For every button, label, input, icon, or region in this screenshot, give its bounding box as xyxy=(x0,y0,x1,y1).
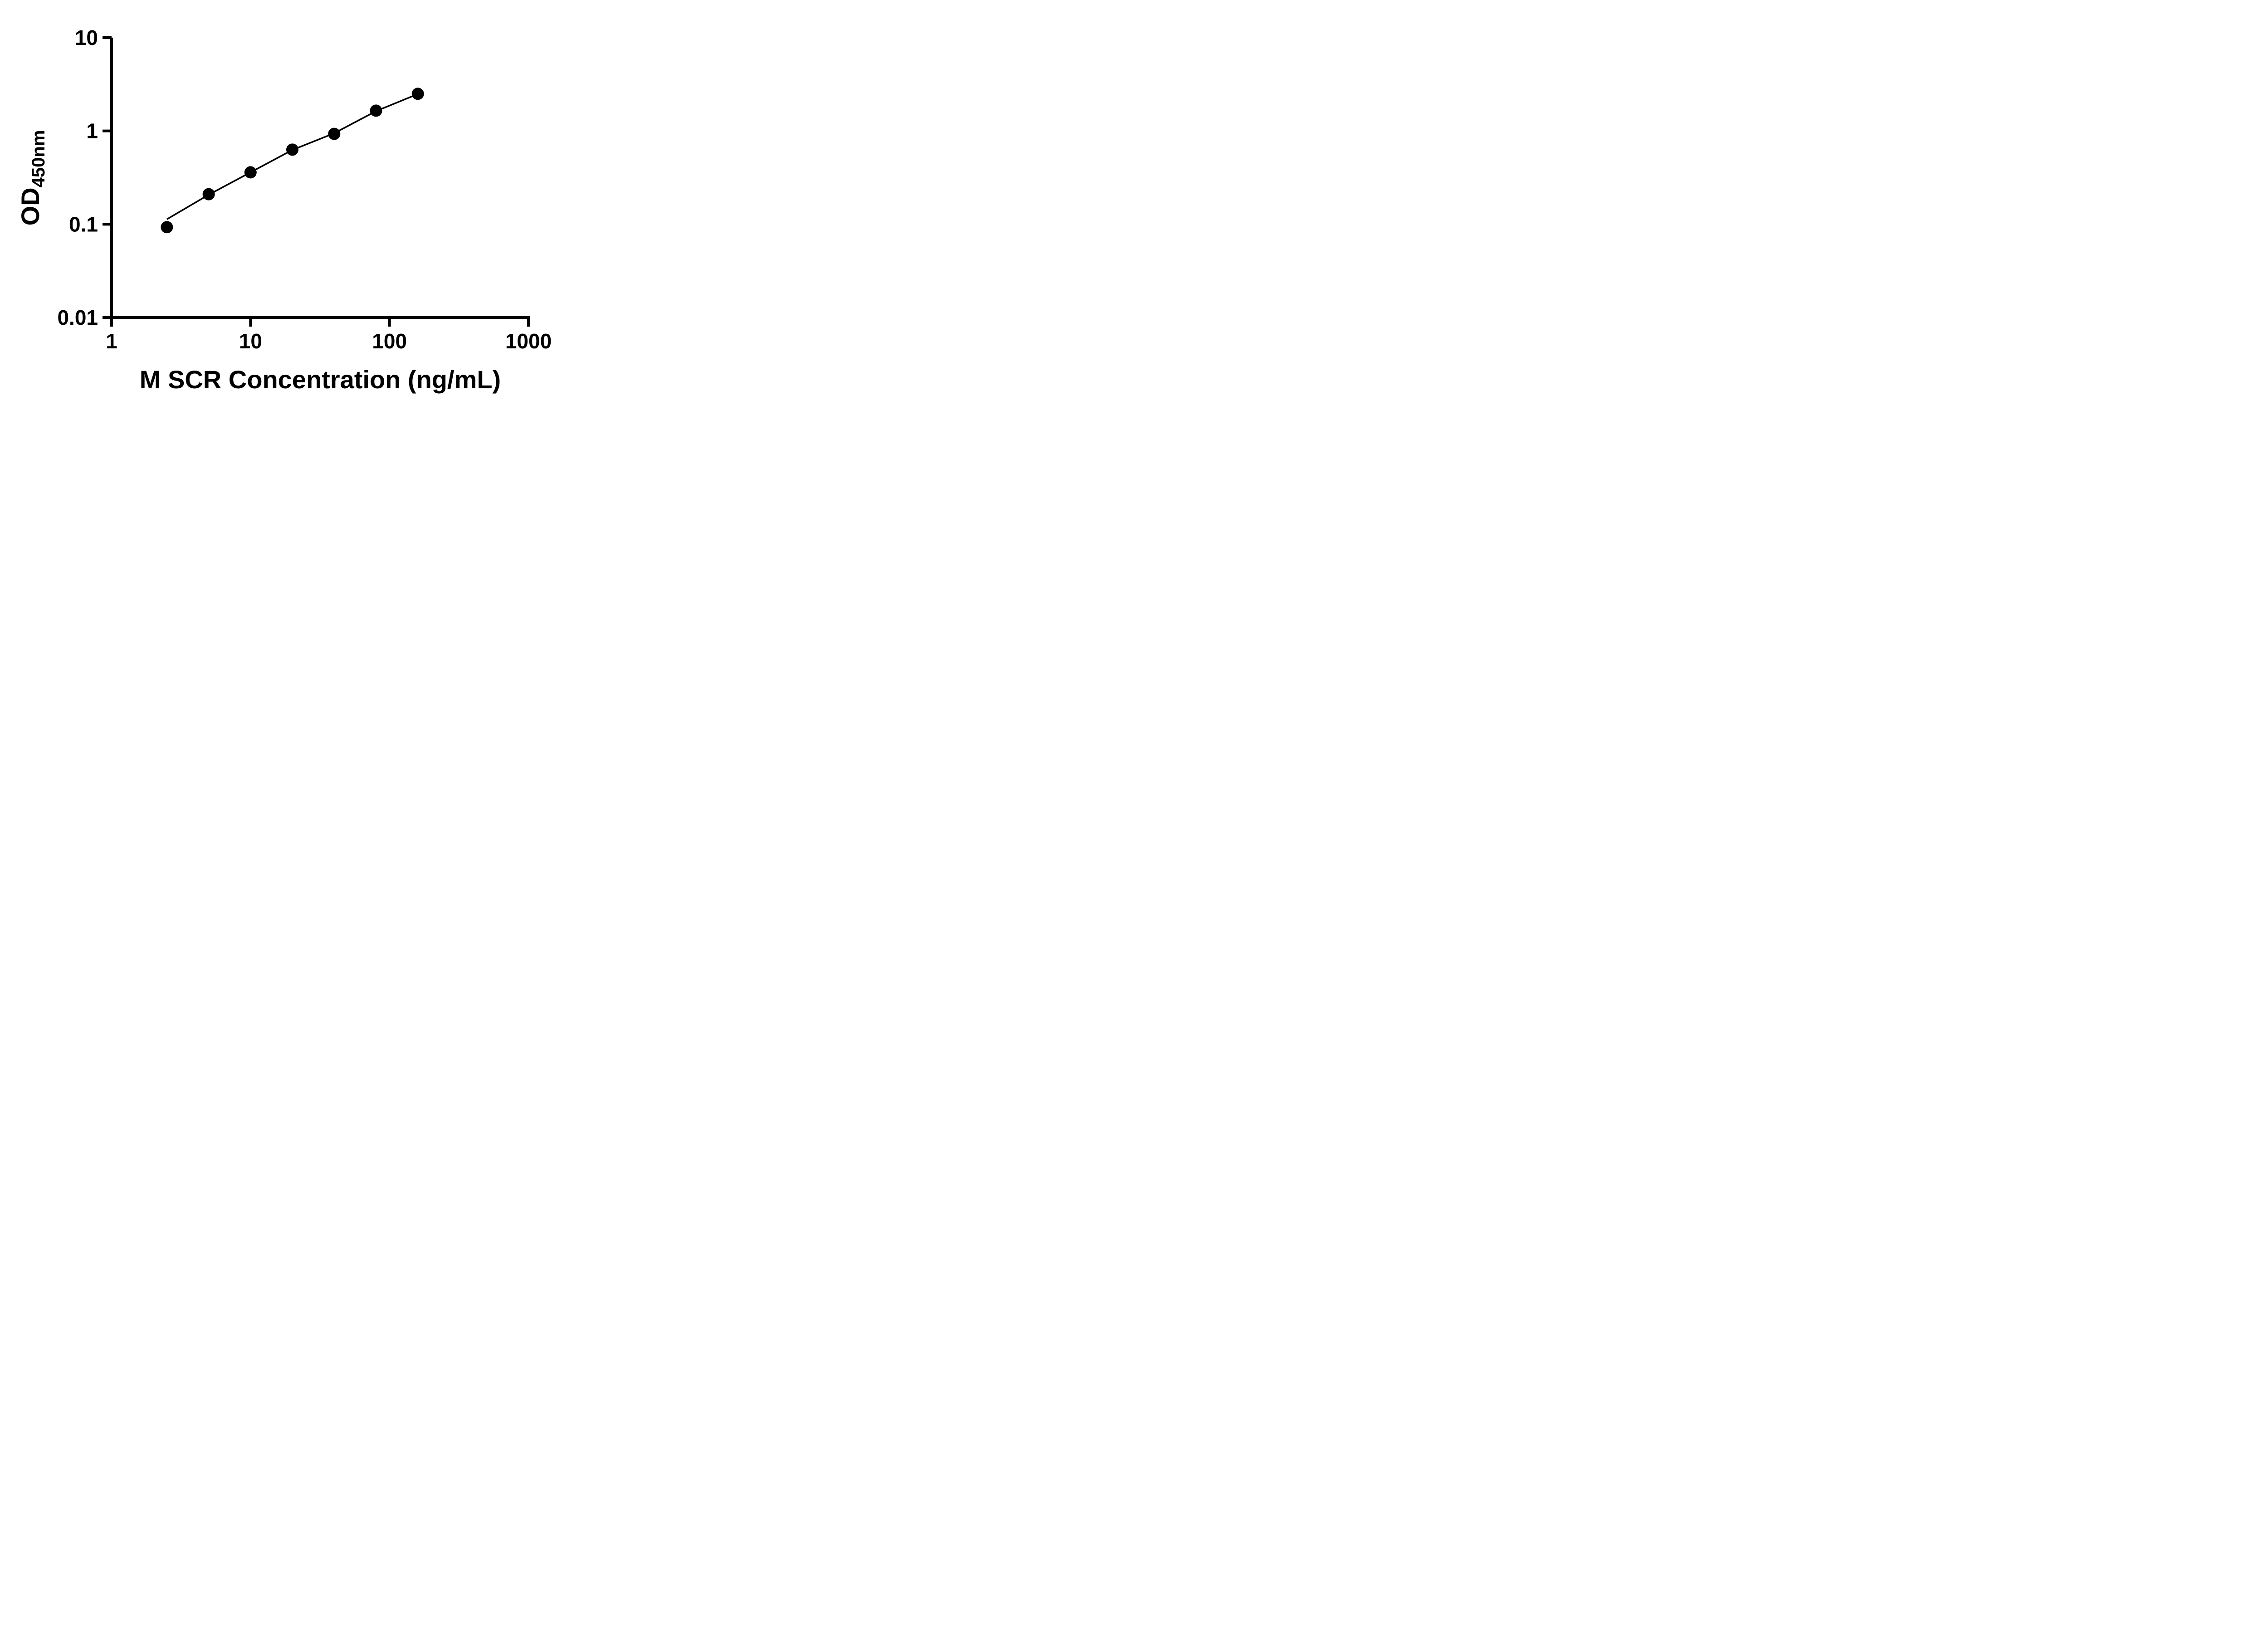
data-point xyxy=(328,127,341,140)
y-axis-tick-label: 1 xyxy=(86,119,98,143)
x-axis-tick-label: 100 xyxy=(372,329,407,353)
data-point xyxy=(244,166,257,179)
x-axis-tick-label: 1000 xyxy=(505,329,552,353)
data-point xyxy=(161,221,173,234)
y-axis-label-subscript: 450nm xyxy=(29,130,49,188)
data-point xyxy=(411,88,424,100)
data-point xyxy=(286,143,298,156)
axis-tick-labels: 1 10 100 1000 0.01 0.1 1 10 xyxy=(57,26,552,353)
y-axis-tick-label: 0.1 xyxy=(69,212,98,236)
y-axis-tick-label: 10 xyxy=(75,26,98,49)
x-axis-tick-label: 10 xyxy=(239,329,262,353)
data-point xyxy=(370,104,382,117)
plot-series xyxy=(161,88,424,234)
y-axis-label: OD xyxy=(16,187,44,225)
x-axis-tick-label: 1 xyxy=(106,329,117,353)
elisa-standard-curve-figure: 1 10 100 1000 0.01 0.1 1 10 OD450nm M SCR Conce… xyxy=(0,0,583,408)
axis-ticks xyxy=(103,36,530,327)
y-axis-tick-label: 0.01 xyxy=(57,306,98,329)
x-axis-title: M SCR Concentration (ng/mL) xyxy=(140,365,501,394)
axes xyxy=(110,38,530,319)
chart-canvas: 1 10 100 1000 0.01 0.1 1 10 OD450nm M SCR Conce… xyxy=(16,26,552,394)
data-point xyxy=(202,188,215,200)
y-axis-title: OD450nm xyxy=(16,130,49,226)
